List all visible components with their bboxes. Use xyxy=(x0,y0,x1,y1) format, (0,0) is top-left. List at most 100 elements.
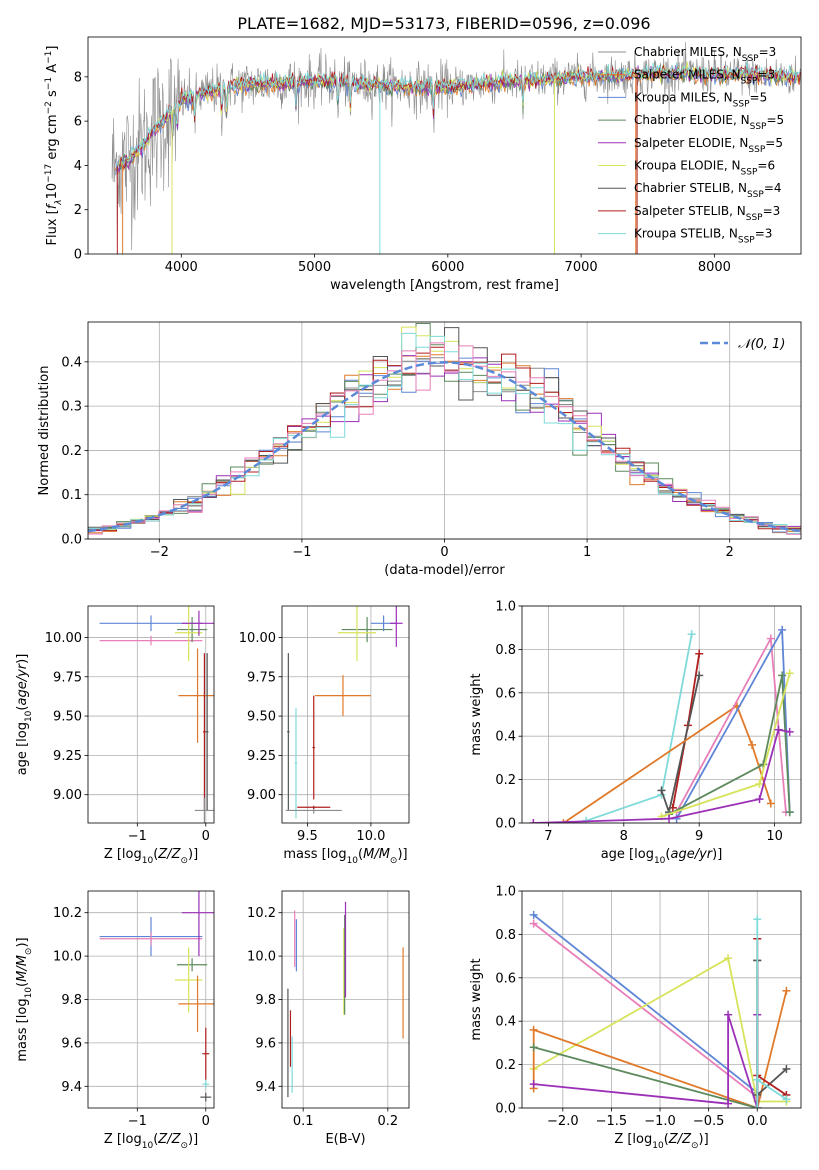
x-tick-label: −2.0 xyxy=(547,1114,579,1129)
y-tick-label: 9.6 xyxy=(255,1036,276,1051)
x-tick-label: 0.2 xyxy=(377,1114,398,1129)
y-tick-label: 0.2 xyxy=(495,1058,516,1073)
legend-label: Chabrier MILES, NSSP=3 xyxy=(634,45,776,64)
y-tick-label: 0.2 xyxy=(61,444,82,459)
plot-area-mass_vs_ebv xyxy=(287,901,404,1098)
errorbar-salpeter-miles xyxy=(178,975,214,1033)
errorbar-salpeter-elodie xyxy=(389,606,403,647)
y-tick-label: 0.8 xyxy=(495,643,516,658)
plot-area-mass_weight_vs_Z xyxy=(529,910,791,1108)
y-tick-label: 2 xyxy=(74,203,82,218)
axes-frame xyxy=(87,321,802,540)
legend-spectrum: Chabrier MILES, NSSP=3 Salpeter MILES, NS… xyxy=(598,45,784,246)
legend-label: Chabrier STELIB, NSSP=4 xyxy=(634,181,782,200)
x-tick-label: 7000 xyxy=(565,260,598,275)
y-tick-label: 10.2 xyxy=(247,906,276,921)
x-tick-label: 6000 xyxy=(431,260,464,275)
y-tick-label: 0.0 xyxy=(495,1102,516,1117)
weight-series-salpeter-elodie xyxy=(529,725,794,823)
axes-mass_vs_ebv: 0.1 0.2 9.4 9.6 9.8 10.0 10.2 E(B-V) xyxy=(247,890,410,1147)
y-tick-label: 9.6 xyxy=(61,1036,82,1051)
y-tick-label: 9.75 xyxy=(247,670,276,685)
x-tick-label: −1 xyxy=(292,545,311,560)
x-tick-label: 0 xyxy=(202,1114,210,1129)
errorbar-chabrier-stelib xyxy=(287,653,290,811)
weight-line xyxy=(675,635,787,813)
x-axis-label: Z [log10(Z/Z⊙)] xyxy=(104,1132,198,1151)
y-tick-label: 9.8 xyxy=(61,993,82,1008)
errorbar-chabrier-stelib xyxy=(200,1092,212,1102)
y-tick-label: 10.00 xyxy=(239,631,276,646)
y-tick-label: 0.4 xyxy=(495,730,516,745)
axes-age_vs_Z: −1 0 9.00 9.25 9.50 9.75 10.00 Z [log10(Z/Z⊙)] a… xyxy=(15,605,215,866)
weight-line xyxy=(532,990,788,1108)
y-axis-label: mass weight xyxy=(469,673,484,755)
x-tick-label: 4000 xyxy=(165,260,198,275)
weight-series-chabrier-elodie xyxy=(529,956,762,1108)
x-axis-label: Z [log10(Z/Z⊙)] xyxy=(614,1132,708,1151)
plot-area-residuals xyxy=(88,323,801,539)
y-tick-label: 0.6 xyxy=(495,971,516,986)
errorbar-kroupa-stelib xyxy=(294,708,298,819)
weight-series-kroupa-pink xyxy=(529,919,762,1102)
axes-mass_weight_vs_age: 7 8 9 10 0.0 0.2 0.4 0.6 0.8 1.0 age [log10(age/yr… xyxy=(469,600,802,866)
x-tick-label: 5000 xyxy=(298,260,331,275)
axes-mass_vs_Z: −1 0 9.4 9.6 9.8 10.0 10.2 Z [log10(Z/Z⊙)] mass … xyxy=(15,890,215,1151)
legend-label: Salpeter ELODIE, NSSP=5 xyxy=(634,136,783,155)
y-tick-label: 4 xyxy=(74,159,82,174)
legend-label: Kroupa ELODIE, NSSP=6 xyxy=(634,159,775,178)
x-tick-label: 10.0 xyxy=(356,829,385,844)
y-tick-label: 0.2 xyxy=(495,773,516,788)
y-tick-label: 10.0 xyxy=(247,950,276,965)
errorbar-salpeter-elodie xyxy=(181,891,214,957)
errorbar-salpeter-stelib xyxy=(297,805,331,809)
y-tick-label: 0.0 xyxy=(495,817,516,832)
weight-line xyxy=(533,960,759,1108)
y-tick-label: 0.0 xyxy=(61,533,82,548)
y-tick-label: 0.8 xyxy=(495,928,516,943)
axes-frame xyxy=(87,605,215,824)
x-tick-label: −1 xyxy=(128,1114,147,1129)
x-axis-label: (data-model)/error xyxy=(384,563,505,578)
errorbar-chabrier-stelib xyxy=(205,653,209,811)
axes-age_vs_mass: 9.5 10.0 9.00 9.25 9.50 9.75 10.00 mass [log10(… xyxy=(239,605,410,866)
y-tick-label: 9.75 xyxy=(53,670,82,685)
axes-residuals: −2 −1 0 1 2 0.0 0.1 0.2 0.3 0.4 𝒩(0, 1) (data-model… xyxy=(37,321,802,578)
spectrum-model-salpeter-stelib xyxy=(119,64,801,170)
legend-label: Chabrier ELODIE, NSSP=5 xyxy=(634,113,784,132)
spectrum-model-kroupa-stelib xyxy=(120,61,801,167)
y-tick-label: 9.50 xyxy=(53,710,82,725)
plot-area-spectrum xyxy=(111,42,801,254)
legend-residuals: 𝒩(0, 1) xyxy=(700,337,785,352)
axes-frame xyxy=(281,605,410,824)
x-tick-label: −0.5 xyxy=(693,1114,725,1129)
y-tick-label: 10.0 xyxy=(53,950,82,965)
y-tick-label: 9.25 xyxy=(247,749,276,764)
plot-area-age_vs_Z xyxy=(99,606,214,823)
errorbar-kroupa-pink xyxy=(99,635,203,646)
errorbar-kroupa-elodie xyxy=(337,606,376,662)
y-tick-label: 9.00 xyxy=(247,788,276,803)
x-tick-label: 0.0 xyxy=(747,1114,768,1129)
plot-area-age_vs_mass xyxy=(285,606,403,819)
y-tick-label: 1.0 xyxy=(495,885,516,900)
errorbar-chabrier-elodie xyxy=(177,958,208,972)
weight-line xyxy=(756,919,787,1108)
y-tick-label: 9.8 xyxy=(255,993,276,1008)
plot-area-mass_weight_vs_age xyxy=(529,625,794,823)
errorbar-kroupa-stelib xyxy=(202,1079,210,1089)
y-axis-label: mass weight xyxy=(469,958,484,1040)
legend-label: Kroupa MILES, NSSP=5 xyxy=(634,90,767,109)
y-tick-label: 10.00 xyxy=(45,631,82,646)
weight-line xyxy=(533,956,787,1103)
errorbar-salpeter-stelib xyxy=(202,1027,210,1080)
x-axis-label: E(B-V) xyxy=(325,1132,365,1147)
y-tick-label: 0.3 xyxy=(61,400,82,415)
y-tick-label: 0.4 xyxy=(495,1015,516,1030)
y-tick-label: 0.6 xyxy=(495,686,516,701)
errorbar-chabrier-elodie xyxy=(341,617,393,643)
errorbar-chabrier-miles xyxy=(194,797,214,823)
errorbar-salpeter-stelib xyxy=(203,653,206,811)
